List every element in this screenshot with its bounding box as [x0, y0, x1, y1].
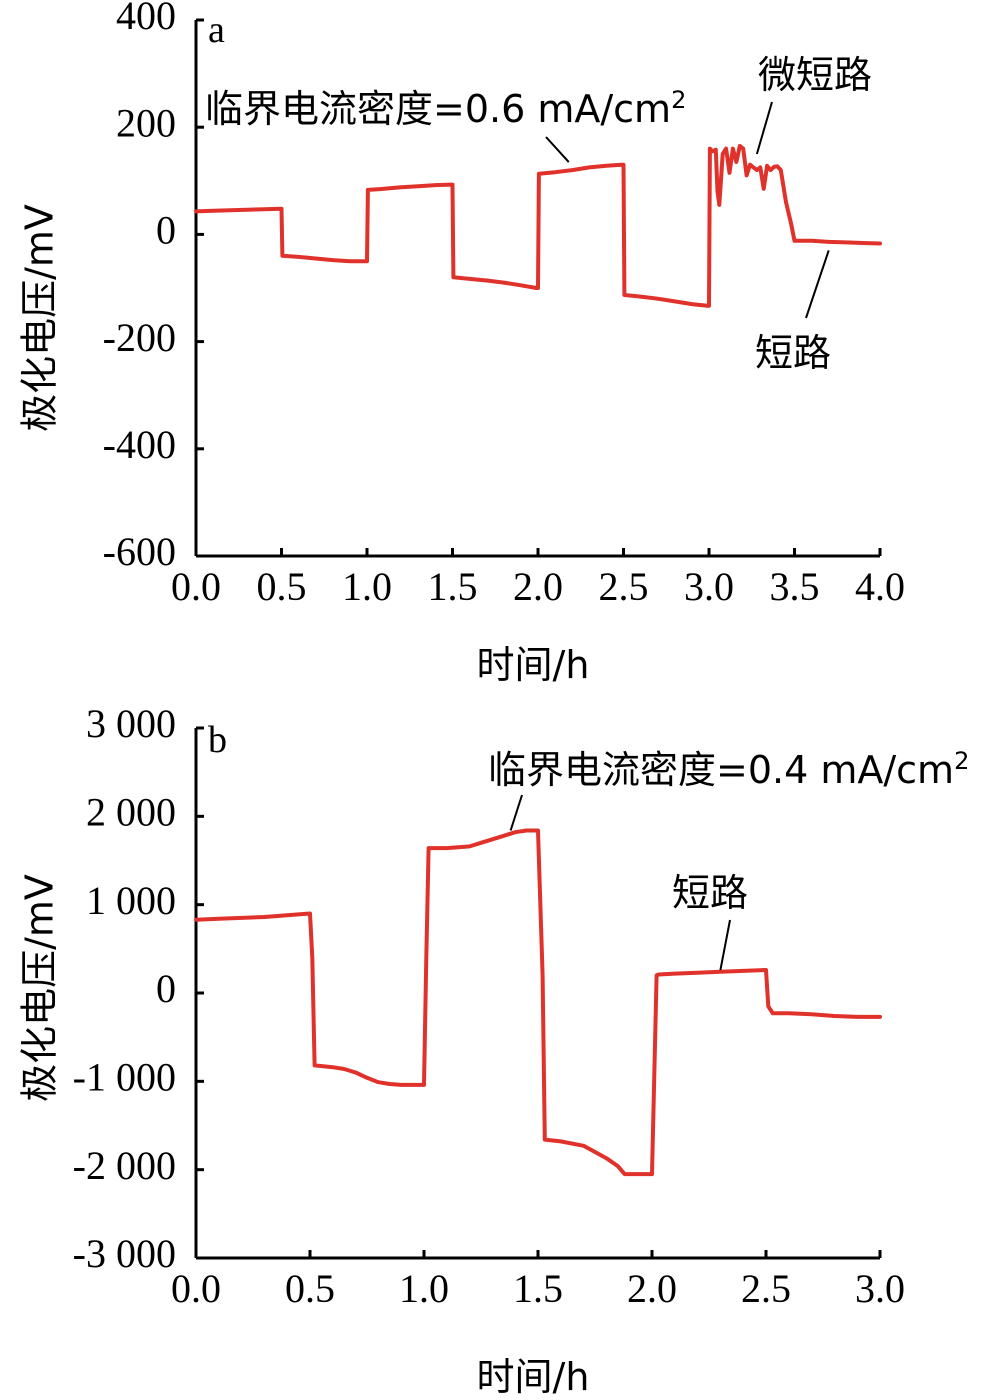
chart-a-xlabel: 时间/h: [477, 643, 590, 687]
chart-b-panel-label: b: [208, 719, 227, 761]
chart-a-ytick-label: 0: [156, 208, 176, 253]
chart-b-ytick-label: -1 000: [73, 1055, 176, 1100]
chart-b-ytick-label: 1 000: [86, 878, 176, 923]
chart-a-xtick-label: 2.0: [513, 564, 563, 609]
chart-a-ytick-label: 200: [116, 100, 176, 145]
chart-a-xtick-label: 3.5: [770, 564, 820, 609]
chart-a-series-line: [194, 144, 882, 308]
chart-b-xtick-label: 0.0: [171, 1266, 221, 1311]
chart-a-annotation: 短路: [755, 331, 831, 375]
chart-b-xtick-label: 1.0: [399, 1266, 449, 1311]
chart-b-annotation-leader: [509, 794, 523, 831]
chart-a-ytitle-group: 极化电压/mV: [18, 204, 62, 432]
chart-b-ytick-label: 3 000: [86, 701, 176, 746]
chart-a-annotation-leader: [805, 250, 830, 319]
chart-b-ytick-label: -2 000: [73, 1143, 176, 1188]
chart-a-xtick-label: 0.5: [257, 564, 307, 609]
chart-a-panel-label: a: [208, 9, 225, 51]
chart-a-annotation: 微短路: [758, 53, 872, 97]
chart-a-ytick-label: -200: [103, 315, 176, 360]
chart-b-xtick-label: 1.5: [513, 1266, 563, 1311]
chart-b-xtick-label: 3.0: [855, 1266, 905, 1311]
chart-b-xtick-label: 2.0: [627, 1266, 677, 1311]
chart-a-xtick-label: 1.0: [342, 564, 392, 609]
chart-b-ytitle-group: 极化电压/mV: [18, 874, 62, 1102]
chart-a-xtick-label: 2.5: [599, 564, 649, 609]
chart-a-xtick-label: 4.0: [855, 564, 905, 609]
chart-b-annotation: 短路: [672, 871, 748, 915]
chart-a-annotation-leader: [755, 101, 773, 155]
chart-b-xlabel: 时间/h: [477, 1355, 590, 1399]
chart-a-ytick-label: -400: [103, 422, 176, 467]
chart-a-annotation-leader: [545, 136, 570, 163]
chart-b-ytick-label: 2 000: [86, 790, 176, 835]
chart-a-xtick-label: 3.0: [684, 564, 734, 609]
chart-b-annotation: 临界电流密度=0.4 mA/cm2: [488, 747, 969, 792]
chart-a-annotation-sup: 2: [671, 86, 686, 114]
chart-b: 极化电压/mV 时间/h b 3 000 2 000 1 000 0 -1 000 -2 …: [18, 701, 970, 1399]
chart-b-annotation-sup: 2: [954, 747, 969, 775]
chart-b-ytick-label: 0: [156, 966, 176, 1011]
chart-b-xtick-label: 2.5: [741, 1266, 791, 1311]
chart-b-ylabel: 极化电压/mV: [18, 874, 62, 1102]
chart-a-xtick-label: 0.0: [171, 564, 221, 609]
chart-b-ytick-label: -3 000: [73, 1231, 176, 1276]
chart-b-xtick-label: 0.5: [285, 1266, 335, 1311]
chart-a-ytick-label: 400: [116, 0, 176, 38]
chart-a-xtick-label: 1.5: [428, 564, 478, 609]
chart-a-ylabel: 极化电压/mV: [18, 204, 62, 432]
chart-b-annotation-leader: [719, 919, 731, 971]
chart-b-series-line: [194, 828, 882, 1177]
chart-a-annotation: 临界电流密度=0.6 mA/cm2: [205, 86, 686, 131]
chart-a-ytick-label: -600: [103, 529, 176, 574]
